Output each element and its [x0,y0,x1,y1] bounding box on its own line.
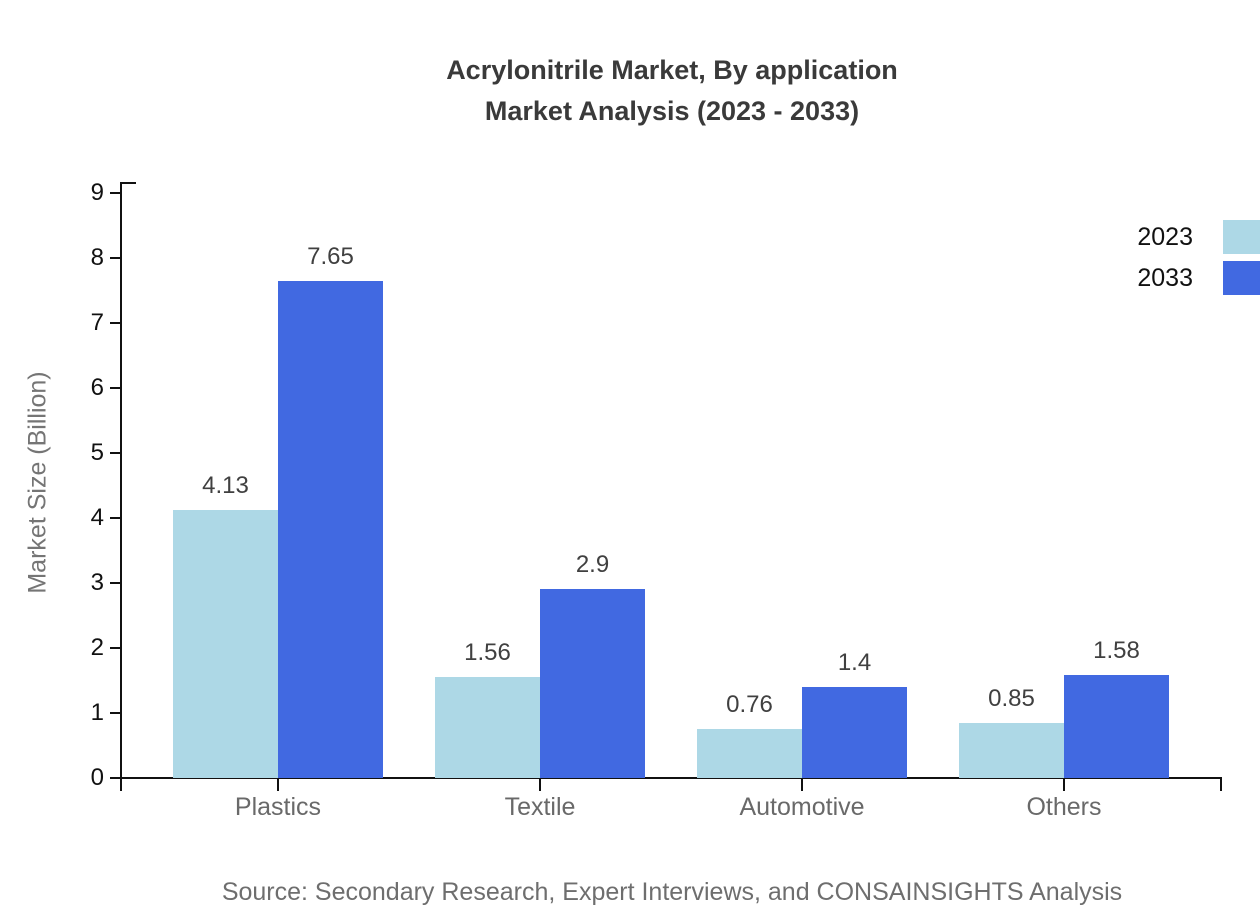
bar-value-automotive-2033: 1.4 [837,649,872,676]
bar-value-others-2033: 1.58 [1093,637,1140,664]
legend-item-2033: 2033 [1137,261,1260,295]
bar-value-plastics-2023: 4.13 [202,472,249,499]
y-axis-tick-label-5: 5 [90,439,104,466]
bar-plastics-2033 [278,281,383,778]
y-axis-tick-3 [110,582,120,584]
legend-swatch-2033 [1223,261,1260,295]
y-axis-line [120,182,122,791]
category-label-automotive: Automotive [739,793,865,821]
y-axis-tick-label-6: 6 [90,374,104,401]
y-axis-tick-label-4: 4 [90,504,104,531]
y-axis-tick-label-8: 8 [90,244,104,271]
bar-textile-2033 [540,589,645,778]
y-axis-tick-1 [110,712,120,714]
y-axis-tick-label-9: 9 [90,179,104,206]
chart-title-line-1: Acrylonitrile Market, By application [446,55,898,85]
chart-title: Acrylonitrile Market, By application Mar… [122,50,1222,132]
bar-value-textile-2033: 2.9 [575,551,610,578]
source-caption: Source: Secondary Research, Expert Inter… [221,878,1123,906]
chart-title-line-2: Market Analysis (2023 - 2033) [484,96,860,126]
x-axis-line [120,777,1222,779]
y-axis-tick-0 [110,777,120,779]
x-axis-end-cap [1220,779,1222,791]
category-label-textile: Textile [504,793,576,821]
legend-label-2023: 2023 [1137,222,1193,251]
y-axis-tick-label-1: 1 [90,699,104,726]
y-axis-top-cap [120,182,136,184]
y-axis-tick-label-0: 0 [90,764,104,791]
bar-others-2033 [1064,675,1169,778]
bar-value-plastics-2033: 7.65 [307,243,354,270]
y-axis-tick-label-3: 3 [90,569,104,596]
category-label-others: Others [1026,793,1102,821]
y-axis-tick-9 [110,192,120,194]
y-axis-tick-label-7: 7 [90,309,104,336]
x-axis-tick-plastics [277,779,279,791]
bar-automotive-2023 [697,729,802,778]
bar-value-others-2023: 0.85 [988,685,1035,712]
y-axis-tick-6 [110,387,120,389]
bar-automotive-2033 [802,687,907,778]
y-axis-tick-5 [110,452,120,454]
x-axis-tick-textile [539,779,541,791]
bar-value-automotive-2023: 0.76 [726,691,773,718]
legend-label-2033: 2033 [1137,263,1193,292]
bar-others-2023 [959,723,1064,778]
legend-item-2023: 2023 [1137,220,1260,254]
category-label-plastics: Plastics [234,793,322,821]
y-axis-tick-7 [110,322,120,324]
legend-swatch-2023 [1223,220,1260,254]
legend: 2023 2033 [1137,220,1260,295]
bar-value-textile-2023: 1.56 [464,639,511,666]
x-axis-tick-automotive [801,779,803,791]
x-axis-tick-others [1063,779,1065,791]
bar-textile-2023 [435,677,540,778]
y-axis-tick-4 [110,517,120,519]
bar-plastics-2023 [173,510,278,778]
y-axis-tick-8 [110,257,120,259]
y-axis-tick-2 [110,647,120,649]
y-axis-tick-label-2: 2 [90,634,104,661]
